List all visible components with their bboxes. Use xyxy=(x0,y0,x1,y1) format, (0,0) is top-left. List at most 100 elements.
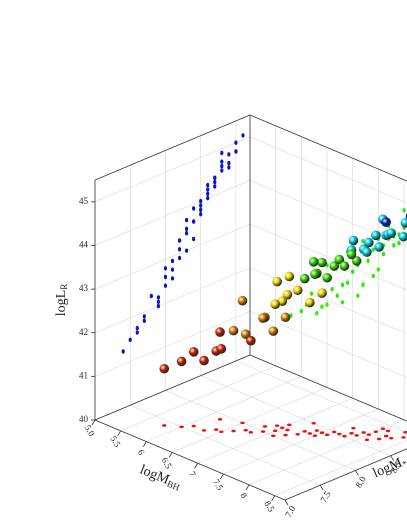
grid-line xyxy=(94,180,251,246)
tick-mark xyxy=(220,473,224,480)
point xyxy=(364,237,374,248)
point xyxy=(292,285,303,296)
projection-left xyxy=(184,248,189,253)
point xyxy=(246,335,256,346)
projection-left xyxy=(192,236,196,242)
projection-floor xyxy=(287,423,292,427)
grid-line xyxy=(120,365,276,432)
projection-floor xyxy=(191,424,196,428)
projection-left xyxy=(170,276,175,281)
z-tick-label: 41 xyxy=(79,370,88,380)
projection-left xyxy=(184,217,189,223)
projection-left xyxy=(177,238,182,243)
x-tick-label: 8.5 xyxy=(262,499,277,514)
point xyxy=(317,257,327,268)
x-tick-label: 5.5 xyxy=(108,434,123,449)
point xyxy=(348,235,359,246)
projection-floor xyxy=(179,425,184,429)
projection-floor xyxy=(262,425,268,428)
projection-left xyxy=(199,203,203,208)
projection-floor xyxy=(162,424,167,427)
axes-box xyxy=(91,114,407,506)
z-tick-label: 42 xyxy=(79,327,88,337)
projection-floor xyxy=(376,437,382,441)
projection-floor xyxy=(373,430,379,433)
x-tick-label: 5.0 xyxy=(83,423,98,438)
point xyxy=(240,329,251,339)
point xyxy=(258,313,268,323)
point xyxy=(284,271,295,282)
y-tick-label: 7.0 xyxy=(283,504,298,519)
projection-floor xyxy=(337,432,342,436)
projection-left xyxy=(220,163,224,169)
projection-left xyxy=(206,182,210,188)
projection-floor xyxy=(312,434,318,437)
projection-left xyxy=(206,195,210,201)
projection-left xyxy=(234,140,238,145)
point xyxy=(188,347,199,357)
projection-left xyxy=(192,219,196,224)
grid-line xyxy=(146,376,302,442)
projection-right xyxy=(330,287,334,292)
point xyxy=(334,254,345,265)
projection-right xyxy=(402,208,406,213)
projection-floor xyxy=(319,431,325,434)
projection-left xyxy=(177,247,182,252)
point xyxy=(371,230,381,241)
axis-line xyxy=(249,354,407,422)
point xyxy=(216,344,227,354)
point xyxy=(176,356,187,367)
projection-floor xyxy=(389,436,394,440)
grid-line xyxy=(249,311,407,378)
point xyxy=(317,288,327,298)
axis-line xyxy=(284,448,407,501)
projection-floor xyxy=(380,427,386,431)
projection-left xyxy=(220,159,224,164)
projection-floor xyxy=(311,421,316,425)
point xyxy=(272,276,282,287)
point xyxy=(362,247,372,257)
projection-right xyxy=(356,293,360,298)
projection-floor xyxy=(231,429,236,433)
projection-floor xyxy=(201,429,207,432)
projection-right xyxy=(315,311,319,316)
projection-floor xyxy=(351,426,356,430)
projection-right xyxy=(320,304,324,309)
point xyxy=(322,272,332,283)
x-tick-label: 7.5 xyxy=(211,477,226,492)
x-tick-label: 7 xyxy=(187,469,198,478)
projection-right xyxy=(299,308,303,314)
projection-floor xyxy=(214,428,219,431)
point xyxy=(400,218,407,228)
projection-left xyxy=(213,179,217,185)
projection-right xyxy=(361,282,365,287)
projection-floor xyxy=(273,429,278,433)
projection-right xyxy=(325,302,329,307)
projection-floor xyxy=(364,438,370,442)
grid-line xyxy=(171,387,328,453)
z-tick-label: 40 xyxy=(79,414,89,424)
point xyxy=(351,256,362,266)
projection-right xyxy=(351,269,355,274)
projection-left xyxy=(220,150,224,156)
axis-line xyxy=(94,354,251,421)
projection-floor xyxy=(314,429,320,432)
z-tick-label: 45 xyxy=(79,196,89,206)
projection-left xyxy=(163,266,168,271)
projection-floor xyxy=(285,428,290,432)
projection-floor xyxy=(274,424,280,427)
projection-right xyxy=(340,282,345,288)
point xyxy=(282,289,293,300)
projection-left xyxy=(163,274,168,280)
projection-left xyxy=(241,133,245,138)
axis-line xyxy=(94,114,251,181)
projection-left xyxy=(135,330,139,335)
tick-mark xyxy=(319,485,324,491)
projection-floor xyxy=(342,434,347,438)
tick-mark xyxy=(168,452,173,458)
point xyxy=(339,261,350,271)
projection-right xyxy=(376,267,380,272)
grid-line xyxy=(223,408,379,475)
projection-left xyxy=(177,255,182,261)
